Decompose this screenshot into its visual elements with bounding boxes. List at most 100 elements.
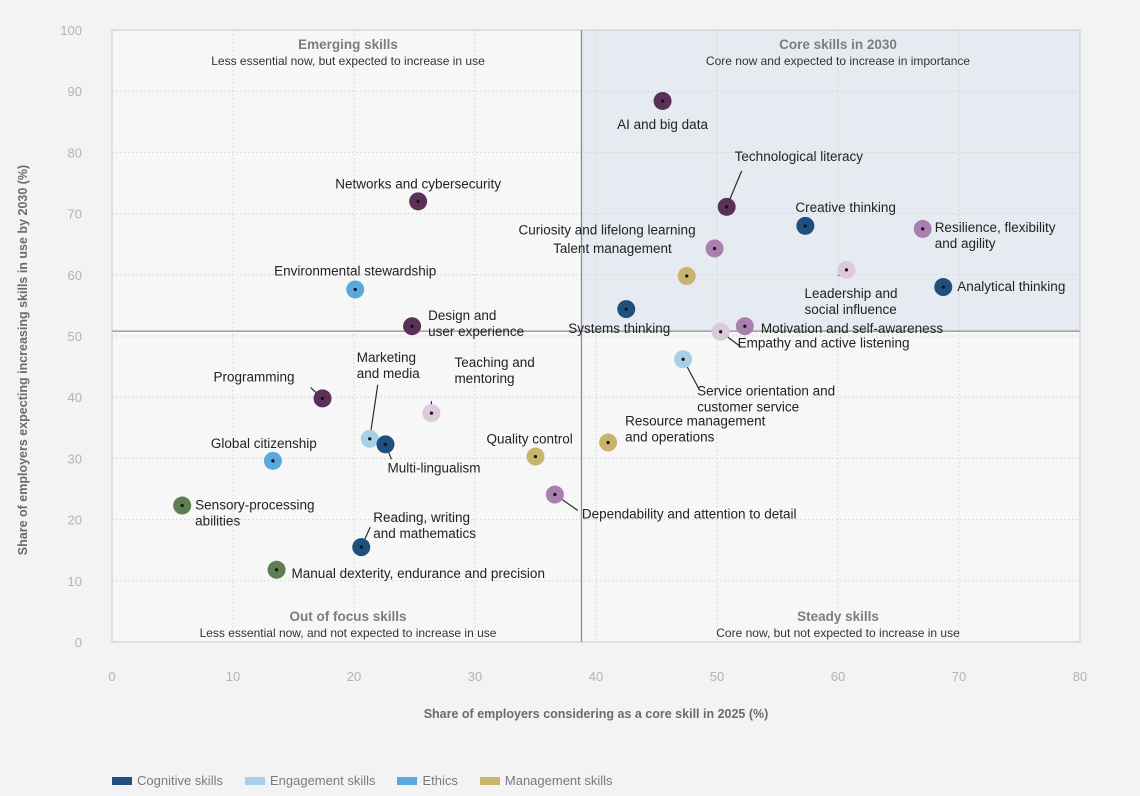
legend-item-management: Management skills [479,773,613,788]
data-point-center [844,268,849,272]
data-point-center [368,437,372,441]
data-point-center [941,285,945,289]
legend-label: Cognitive skills [137,773,223,788]
point-label: Resilience, flexibility and agility [935,220,1056,251]
data-point-center [416,199,420,203]
y-axis-ticks: 0 10 20 30 40 50 60 70 80 90 100 [60,23,82,650]
point-label: Motivation and self-awareness [761,321,944,336]
x-tick-label: 10 [226,669,240,684]
data-point-center [681,357,685,361]
y-tick-label: 80 [68,145,82,160]
legend-label: Ethics [422,773,458,788]
data-point-center [803,224,807,228]
y-tick-label: 20 [68,513,82,528]
data-point-center [271,459,275,463]
quadrant-subtitle-emerging: Less essential now, but expected to incr… [211,54,485,68]
legend-label: Management skills [504,773,613,788]
legend-swatch [479,776,500,785]
data-point-center [743,324,747,328]
legend-label: Engagement skills [269,773,376,788]
data-point-center [353,287,357,292]
data-point-center [553,492,557,497]
quadrant-subtitle-steady: Core now, but not expected to increase i… [716,626,960,640]
y-tick-label: 30 [68,451,82,466]
data-point-center [712,246,717,251]
core-quadrant-shading [581,30,1080,332]
point-label: AI and big data [617,117,708,132]
y-tick-label: 50 [68,329,82,344]
point-label: Analytical thinking [957,279,1065,294]
point-label: Empathy and active listening [738,336,910,351]
legend-item-ethics: Ethics [397,773,458,788]
quadrant-title-emerging: Emerging skills [298,37,398,52]
y-axis-title: Share of employers expecting increasing … [16,165,30,555]
data-point-center [383,442,388,446]
data-point-center [725,205,729,209]
quadrant-subtitle-core: Core now and expected to increase in imp… [706,54,970,68]
point-label: Design and user experience [428,308,524,339]
data-point-center [624,307,628,311]
x-tick-label: 30 [468,669,482,684]
data-point-center [660,99,665,103]
point-label: Teaching and mentoring [454,355,534,386]
legend: Cognitive skills Engagement skills Ethics M… [112,773,613,788]
quadrant-subtitle-out-of-focus: Less essential now, and not expected to … [200,626,497,640]
y-tick-label: 70 [68,207,82,222]
data-point-center [921,227,925,231]
y-tick-label: 10 [68,574,82,589]
data-points [173,91,953,579]
y-tick-label: 0 [75,635,82,650]
point-label: Dependability and attention to detail [582,507,797,522]
y-tick-label: 90 [68,84,82,99]
point-label: Resource management and operations [625,413,766,444]
point-label: Manual dexterity, endurance and precisio… [292,566,545,581]
point-label: Talent management [553,241,672,256]
legend-swatch [397,776,418,785]
quadrant-title-out-of-focus: Out of focus skills [289,609,406,624]
point-label: Sensory-processing abilities [195,498,314,529]
quadrant-title-steady: Steady skills [797,609,879,624]
point-label: Service orientation and customer service [697,383,835,414]
x-tick-label: 80 [1073,669,1087,684]
data-point-center [320,396,325,401]
point-label: Global citizenship [211,436,317,451]
data-point-center [719,330,723,334]
data-point-center [429,411,434,415]
x-tick-label: 50 [710,669,724,684]
data-point-center [359,545,363,549]
point-label: Multi-lingualism [387,460,480,475]
quadrant-title-core: Core skills in 2030 [779,37,897,52]
y-tick-label: 100 [60,23,82,38]
data-point-center [180,503,184,508]
point-label: Curiosity and lifelong learning [518,222,695,237]
x-tick-label: 20 [347,669,361,684]
plot-frame [111,29,1081,643]
data-point-center [274,568,279,572]
point-label: Systems thinking [568,321,670,336]
point-label: Environmental stewardship [274,263,436,278]
legend-swatch [112,776,132,785]
data-point-center [410,324,414,328]
legend-item-engagement: Engagement skills [244,773,376,788]
gridlines [112,30,1080,642]
point-labels: AI and big data Networks and cybersecurit… [195,117,1065,581]
x-tick-label: 70 [952,669,966,684]
x-tick-label: 0 [108,669,115,684]
point-label: Creative thinking [795,200,896,215]
x-axis-title: Share of employers considering as a core… [424,707,769,721]
legend-swatch [244,776,265,785]
x-tick-label: 60 [831,669,845,684]
x-tick-label: 40 [589,669,603,684]
point-label: Leadership and social influence [804,286,897,317]
point-label: Reading, writing and mathematics [373,510,476,541]
point-label: Technological literacy [735,149,864,164]
point-label: Quality control [487,432,573,447]
point-label: Networks and cybersecurity [335,176,501,191]
point-label: Programming [214,369,295,384]
x-axis-ticks: 0 10 20 30 40 50 60 70 80 [108,669,1087,684]
data-point-center [685,274,689,278]
data-point-center [606,440,610,445]
legend-item-cognitive: Cognitive skills [112,773,223,788]
y-tick-label: 40 [68,390,82,405]
